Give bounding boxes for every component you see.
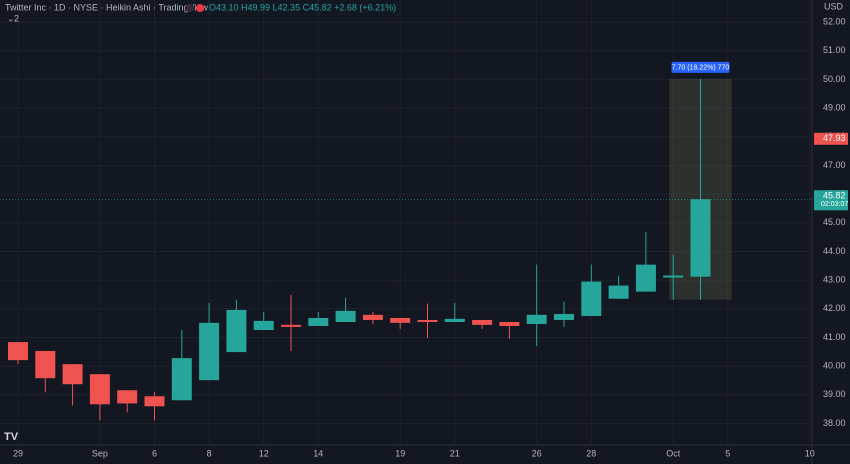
x-tick-label: 28 xyxy=(586,448,596,458)
x-tick-label: 8 xyxy=(207,448,212,458)
countdown-label: 02:03:07 xyxy=(821,201,848,208)
status-dot xyxy=(186,4,194,12)
candle-body xyxy=(144,396,165,407)
marker-price-label: 47.93 xyxy=(823,133,846,143)
logo: TV xyxy=(4,431,19,443)
candle-body xyxy=(390,317,411,323)
candle-body xyxy=(362,314,383,320)
last-price-label: 45.82 xyxy=(823,191,846,201)
x-tick-label: 26 xyxy=(532,448,542,458)
y-tick-label: 40.00 xyxy=(823,361,846,371)
y-tick-label: 51.00 xyxy=(823,45,846,55)
chart-title: Twitter Inc · 1D · NYSE · Heikin Ashi · … xyxy=(5,2,208,12)
x-tick-label: 5 xyxy=(725,448,730,458)
candle-body xyxy=(472,319,493,325)
y-tick-label: 52.00 xyxy=(823,16,846,26)
y-tick-label: 41.00 xyxy=(823,332,846,342)
x-tick-label: 12 xyxy=(259,448,269,458)
y-tick-label: 45.00 xyxy=(823,217,846,227)
x-tick-label: 6 xyxy=(152,448,157,458)
y-tick-label: 42.00 xyxy=(823,303,846,313)
x-tick-label: 21 xyxy=(450,448,460,458)
indicator-toggle[interactable]: ⌄ xyxy=(7,13,15,23)
x-tick-label: 29 xyxy=(13,448,23,458)
currency-label: USD xyxy=(824,1,844,11)
candle-body xyxy=(35,350,56,379)
y-tick-label: 49.00 xyxy=(823,102,846,112)
candle-body xyxy=(226,309,247,353)
candle-body xyxy=(690,199,711,277)
candle-body xyxy=(554,313,574,320)
status-dot xyxy=(196,4,204,12)
measure-label-box xyxy=(671,61,730,73)
candle-body xyxy=(281,324,301,327)
x-tick-label: Sep xyxy=(92,448,108,458)
y-tick-label: 43.00 xyxy=(823,275,846,285)
candle-body xyxy=(308,317,329,327)
candle-body xyxy=(663,275,684,278)
candle-body xyxy=(417,319,438,322)
candle-body xyxy=(444,318,465,322)
x-tick-label: 19 xyxy=(395,448,405,458)
x-tick-label: 14 xyxy=(313,448,323,458)
marker-price-box xyxy=(814,132,848,145)
last-price-box xyxy=(814,190,848,211)
candle-body xyxy=(117,390,138,404)
candle-body xyxy=(253,320,274,331)
candle-body xyxy=(635,264,656,292)
candle-body xyxy=(499,321,520,327)
x-tick-label: Oct xyxy=(666,448,681,458)
candle-body xyxy=(171,358,192,401)
indicator-count[interactable]: 2 xyxy=(14,13,19,23)
candle-body xyxy=(199,322,220,381)
candle-body xyxy=(89,374,110,405)
x-tick-label: 10 xyxy=(805,448,815,458)
candle-body xyxy=(581,281,602,316)
candle-body xyxy=(8,342,28,361)
candle-body xyxy=(526,314,547,325)
candle-body xyxy=(62,364,83,385)
y-tick-label: 38.00 xyxy=(823,418,846,428)
measure-label: 7.70 (18.22%) 770 xyxy=(672,65,730,72)
ohlc-values: O43.10 H49.99 L42.35 C45.82 +2.68 (+6.21… xyxy=(209,2,396,12)
candle-body xyxy=(608,285,629,299)
y-tick-label: 47.00 xyxy=(823,160,846,170)
candle-body xyxy=(335,310,356,322)
y-tick-label: 39.00 xyxy=(823,389,846,399)
y-tick-label: 44.00 xyxy=(823,246,846,256)
y-tick-label: 50.00 xyxy=(823,74,846,84)
